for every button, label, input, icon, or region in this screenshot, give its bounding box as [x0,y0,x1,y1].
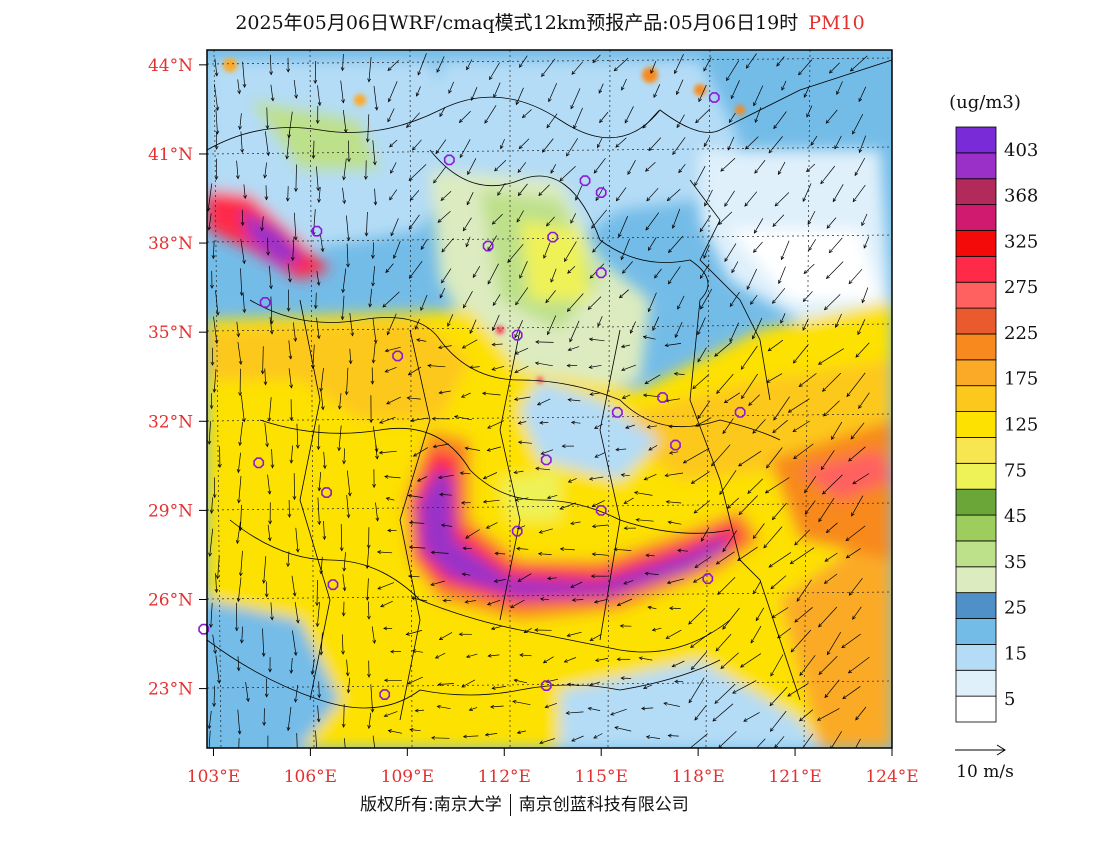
city-marker [443,154,455,166]
city-marker [511,329,523,341]
legend-tick-label: 75 [1004,460,1027,481]
city-marker [595,187,607,198]
city-marker [611,406,623,418]
legend-swatch [955,540,997,568]
legend-tick-label: 15 [1004,643,1027,664]
city-marker [670,439,681,451]
city-marker [321,487,333,499]
lat-tick-label: 32°N [148,412,193,432]
legend-swatch [955,695,997,723]
concentration-field [207,50,892,748]
legend-swatch [955,669,997,697]
latitude-axis: 44°N 41°N 38°N 35°N 32°N 29°N 26°N 23°N [148,56,207,700]
city-marker [595,267,607,279]
map-title: 2025年05月06日WRF/cmaq模式12km预报产品:05月06日19时 P… [0,8,1100,35]
longitude-axis: 103°E 106°E 109°E 112°E 115°E 118°E 121°E 124°E [187,748,919,787]
city-marker [708,92,720,103]
wind-scale-label: 10 m/s [956,762,1014,782]
lon-tick-label: 124°E [865,767,918,787]
city-marker [253,457,265,469]
city-marker [540,680,552,692]
legend-swatch [955,204,997,231]
city-marker [327,579,339,591]
city-marker [657,392,669,403]
legend-swatch [955,255,997,283]
lon-tick-label: 103°E [187,767,240,787]
lat-tick-label: 35°N [148,323,193,343]
legend-swatch [955,230,997,257]
city-marker [540,454,552,466]
lat-tick-label: 38°N [148,234,193,254]
lat-tick-label: 23°N [148,680,193,700]
legend-tick-label: 325 [1004,231,1038,252]
lon-tick-label: 112°E [478,767,531,787]
legend-swatch [955,643,997,671]
legend-tick-label: 45 [1004,506,1027,527]
legend-swatch [955,514,997,542]
legend-swatch [955,618,997,645]
legend-tick-label: 125 [1004,415,1038,436]
legend-tick-label: 225 [1004,323,1038,344]
legend-tick-label: 275 [1004,277,1038,298]
legend-swatch [955,333,997,361]
city-marker [702,573,714,585]
legend-tick-label: 35 [1004,552,1027,573]
legend-tick-label: 25 [1004,598,1027,619]
title-pollutant: PM10 [808,12,865,34]
city-marker [392,350,404,362]
lon-tick-label: 109°E [381,767,434,787]
lat-tick-label: 26°N [148,590,193,610]
city-marker [311,225,323,237]
legend-swatch [955,566,997,594]
city-marker [511,525,523,537]
legend-swatch [955,385,997,412]
city-markers [198,92,746,701]
lon-tick-label: 121°E [768,767,821,787]
lat-tick-label: 41°N [148,145,193,165]
legend-swatch [955,307,997,335]
legend-swatch [955,411,997,438]
legend-tick-label: 5 [1004,689,1015,710]
city-marker [579,175,591,187]
lat-tick-label: 29°N [148,501,193,521]
credit-right: 南京创蓝科技有限公司 [518,795,689,815]
map-frame [206,49,893,749]
credit-left: 版权所有:南京大学 [360,795,502,815]
color-legend: (ug/m3) 5 15 25 35 45 75 125 175 225 275 325 368 403 [949,92,1038,723]
city-marker [547,231,559,243]
wind-vectors [207,53,870,748]
legend-swatch [955,152,997,180]
city-marker [482,240,494,252]
legend-swatch [955,488,997,516]
city-marker [595,504,607,516]
legend-unit: (ug/m3) [949,92,1021,113]
legend-swatch [955,126,997,154]
copyright-credit: 版权所有:南京大学 南京创蓝科技有限公司 [360,790,689,816]
legend-swatch [955,592,997,619]
graticule [207,50,892,748]
legend-swatch [955,462,997,490]
lon-tick-label: 115°E [575,767,628,787]
lon-tick-label: 118°E [671,767,724,787]
legend-tick-label: 175 [1004,369,1038,390]
lon-tick-label: 106°E [284,767,337,787]
city-marker [379,689,391,701]
legend-swatch [955,178,997,206]
city-marker [259,296,271,308]
legend-swatch [955,359,997,387]
city-marker [734,406,746,418]
legend-tick-label: 368 [1004,186,1038,207]
legend-tick-label: 403 [1004,140,1038,161]
lat-tick-label: 44°N [148,56,193,76]
title-main: 2025年05月06日WRF/cmaq模式12km预报产品:05月06日19时 [235,12,799,34]
legend-swatch [955,281,997,309]
wind-scale: 10 m/s [955,744,1014,782]
legend-swatch [955,437,997,464]
